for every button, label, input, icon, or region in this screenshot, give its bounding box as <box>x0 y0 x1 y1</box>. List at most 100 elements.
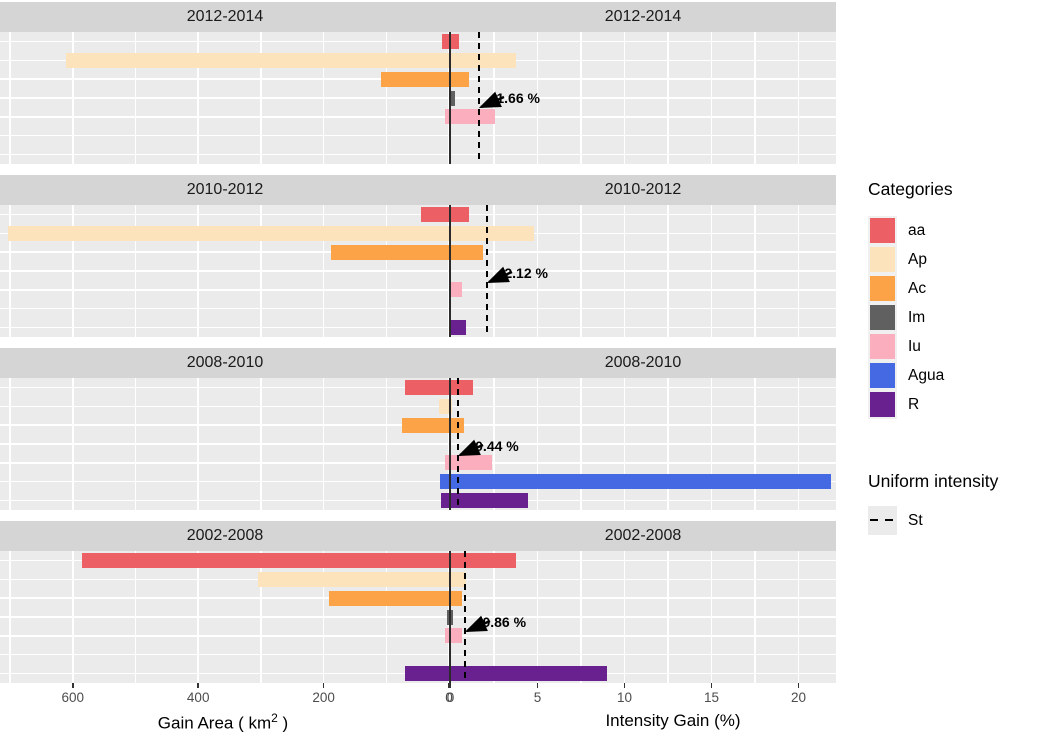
bar-Im-intensity <box>450 609 453 625</box>
facet-label-gain-area: 2012-2014 <box>186 8 264 25</box>
bar-Ac-gain-area <box>381 71 450 87</box>
legend-key-r <box>868 390 897 419</box>
bar-Ac-gain-area <box>328 590 450 606</box>
legend-swatch-ap <box>870 247 895 272</box>
bar-aa-intensity <box>450 206 470 222</box>
annotation-arrow-icon <box>479 91 505 109</box>
legend-swatch-im <box>870 305 895 330</box>
axis-tick <box>623 683 626 688</box>
facet-label-intensity: 2010-2012 <box>604 181 682 198</box>
legend-uniform-intensity-title: Uniform intensity <box>868 471 999 491</box>
bar-Im-intensity <box>450 90 456 106</box>
bar-Ap-gain-area <box>438 398 450 414</box>
facet-panel-2012-2014: 1.66 % <box>0 32 836 164</box>
x-axis-title-intensity-gain: Intensity Gain (%) <box>605 711 741 730</box>
axis-tick <box>710 683 713 688</box>
gridline-horizontal <box>0 443 836 445</box>
axis-tick <box>322 683 325 688</box>
legend-key-ac <box>868 274 897 303</box>
facet-label-intensity: 2008-2010 <box>604 354 682 371</box>
axis-tick-label: 0 <box>446 690 455 705</box>
legend-label-aa: aa <box>908 221 926 239</box>
gridline-horizontal <box>0 97 836 99</box>
bar-Im-gain-area <box>447 609 450 625</box>
axis-tick-label: 20 <box>790 690 807 705</box>
annotation-arrow-icon <box>487 266 513 284</box>
axis-tick-label: 600 <box>61 690 85 705</box>
x-axis-title-gain-area: Gain Area ( km2 ) <box>23 711 423 734</box>
legend-key-st <box>868 506 897 535</box>
axis-tick-label: 10 <box>616 690 633 705</box>
bar-Ac-intensity <box>450 244 484 260</box>
bar-Ac-intensity <box>450 71 470 87</box>
gridline-horizontal <box>0 635 836 637</box>
bar-Ap-intensity <box>450 225 534 241</box>
legend-swatch-aa <box>870 218 895 243</box>
bar-Ap-gain-area <box>258 571 450 587</box>
bar-R-intensity <box>450 493 529 509</box>
axis-tick <box>448 683 450 688</box>
legend-swatch-iu <box>870 334 895 359</box>
bar-R-intensity <box>450 666 607 682</box>
facet-label-gain-area: 2002-2008 <box>186 527 264 544</box>
gridline-horizontal <box>0 405 836 408</box>
axis-tick <box>449 683 452 688</box>
bar-Ac-gain-area <box>401 417 450 433</box>
legend-label-st: St <box>908 511 923 529</box>
bar-aa-intensity <box>450 552 517 568</box>
annotation-arrow-icon <box>465 615 491 633</box>
legend-key-aa <box>868 216 897 245</box>
facet-panel-2008-2010: 0.44 % <box>0 378 836 510</box>
legend-label-iu: Iu <box>908 337 921 355</box>
bar-aa-gain-area <box>441 33 450 49</box>
gain-area-title-text: Gain Area ( km <box>157 713 272 733</box>
bar-R-gain-area <box>404 666 450 682</box>
bar-Iu-gain-area <box>444 628 450 644</box>
bar-aa-gain-area <box>81 552 450 568</box>
bar-Ap-intensity <box>450 52 517 68</box>
gain-area-title-suffix: ) <box>277 713 289 733</box>
gridline-horizontal <box>0 326 836 329</box>
bar-Iu-gain-area <box>444 455 450 471</box>
axis-tick-label: 200 <box>312 690 335 705</box>
legend-categories-title: Categories <box>868 179 953 199</box>
legend-key-ap <box>868 245 897 274</box>
annotation-st-value: 0.44 % <box>475 438 519 454</box>
annotation-arrow-icon <box>457 439 484 457</box>
axis-tick-label: 15 <box>703 690 720 705</box>
gridline-horizontal <box>0 153 836 156</box>
bar-Ac-intensity <box>450 590 463 606</box>
gridline-horizontal <box>0 289 836 291</box>
gridline-horizontal <box>0 480 836 483</box>
legend-key-agua <box>868 361 897 390</box>
axis-tick-label: 400 <box>186 690 210 705</box>
annotation-st-value: 0.86 % <box>482 614 527 630</box>
legend-key-iu <box>868 332 897 361</box>
bar-Iu-intensity <box>450 282 463 298</box>
annotation-st-value: 1.66 % <box>496 90 540 106</box>
gridline-horizontal <box>0 270 836 272</box>
gridline-horizontal <box>0 134 836 137</box>
bar-Ap-intensity <box>450 571 466 587</box>
facet-label-intensity: 2012-2014 <box>604 8 682 25</box>
gridline-horizontal <box>0 116 836 118</box>
dashed-line-icon <box>870 519 895 522</box>
legend-label-ap: Ap <box>908 250 927 268</box>
gridline-horizontal <box>0 616 836 618</box>
legend-swatch-ac <box>870 276 895 301</box>
bar-Ac-intensity <box>450 417 464 433</box>
legend-key-im <box>868 303 897 332</box>
bar-Ap-gain-area <box>7 225 450 241</box>
bar-Iu-intensity <box>450 628 463 644</box>
bar-R-intensity <box>450 320 466 336</box>
legend-label-im: Im <box>908 308 926 326</box>
bar-Iu-gain-area <box>444 109 450 125</box>
zero-line <box>449 378 451 510</box>
bar-aa-gain-area <box>420 206 450 222</box>
zero-line <box>449 551 451 683</box>
legend-label-ac: Ac <box>908 279 927 297</box>
facet-label-intensity: 2002-2008 <box>604 527 682 544</box>
facet-strip-2010-2012: 2010-2012 2010-2012 <box>0 175 836 205</box>
bar-Ac-gain-area <box>330 244 450 260</box>
